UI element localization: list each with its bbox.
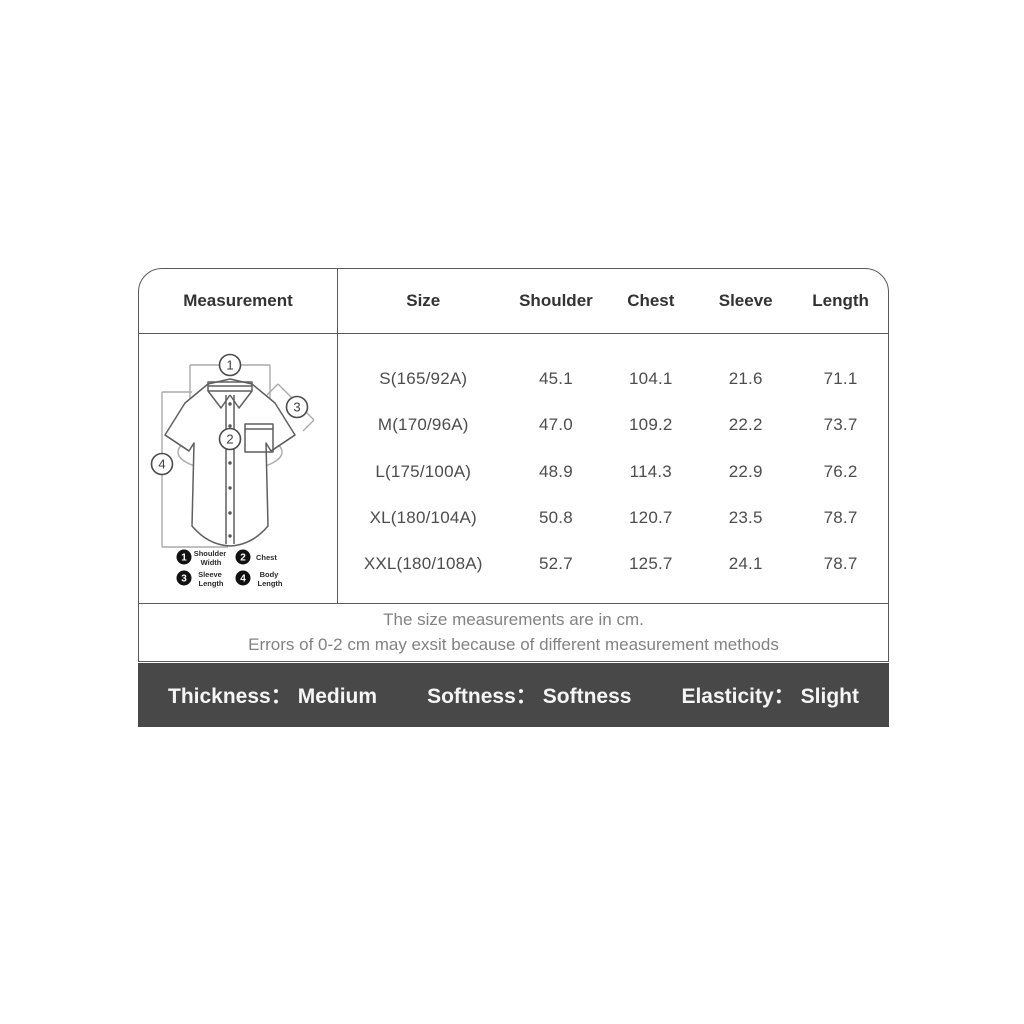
- column-header-size: Size: [406, 291, 441, 310]
- table-row: M(170/96A) 47.0 109.2 22.2 73.7: [338, 402, 888, 448]
- note-line-1: The size measurements are in cm.: [383, 609, 644, 629]
- cell-length: 78.7: [823, 507, 858, 527]
- marker-3-label: 3: [293, 400, 300, 415]
- footer-item-elasticity: Elasticity： Slight: [681, 680, 859, 710]
- cell-size: L(175/100A): [375, 461, 472, 481]
- legend-3-num: 3: [181, 574, 187, 585]
- legend-4-num: 4: [240, 574, 246, 585]
- legend-1-num: 1: [181, 553, 187, 564]
- legend-2-badge: [235, 549, 251, 565]
- cell-length: 78.7: [823, 553, 858, 573]
- cell-chest: 114.3: [629, 461, 672, 481]
- thickness-value: Medium: [297, 685, 378, 708]
- fabric-attributes-bar: Thickness： Medium Softness： Softness Ela…: [138, 663, 889, 727]
- cell-size: XL(180/104A): [369, 507, 477, 527]
- measurement-column: Measurement: [139, 269, 338, 603]
- cell-sleeve: 23.5: [728, 507, 763, 527]
- cell-shoulder: 45.1: [538, 369, 573, 389]
- cell-size: M(170/96A): [377, 415, 469, 435]
- shirt-illustration: 1 2 3 4 1 Shou: [150, 353, 315, 588]
- marker-1-badge: [218, 353, 242, 377]
- softness-label: Softness：: [427, 685, 537, 708]
- cell-size: XXL(180/108A): [363, 553, 483, 573]
- table-grid: Measurement: [139, 269, 888, 603]
- cell-chest: 125.7: [629, 553, 673, 573]
- legend-3-badge: [176, 570, 192, 586]
- cell-shoulder: 50.8: [538, 507, 573, 527]
- cell-sleeve: 22.2: [728, 415, 763, 435]
- table-row: L(175/100A) 48.9 114.3 22.9 76.2: [338, 448, 888, 494]
- softness-value: Softness: [542, 685, 632, 708]
- footer-item-thickness: Thickness： Medium: [168, 680, 377, 710]
- sizes-column-area: Size Shoulder Chest Sleeve Length S(165/…: [338, 269, 888, 603]
- legend-3-label: Sleeve Length: [198, 570, 224, 588]
- legend-1-label: Shoulder Width: [194, 549, 229, 567]
- cell-length: 76.2: [823, 461, 858, 481]
- cell-chest: 104.1: [629, 369, 673, 389]
- measurement-markers: 1 2 3 4: [150, 353, 309, 476]
- table-row: S(165/92A) 45.1 104.1 21.6 71.1: [338, 356, 888, 402]
- cell-chest: 120.7: [629, 507, 673, 527]
- cell-size: S(165/92A): [379, 369, 468, 389]
- footer-item-softness: Softness： Softness: [427, 680, 631, 710]
- diagram-legend: 1 Shoulder Width 2 Chest 3 Sleeve: [176, 549, 283, 588]
- cell-shoulder: 48.9: [538, 461, 573, 481]
- column-headers-row: Size Shoulder Chest Sleeve Length: [338, 269, 888, 334]
- thickness-label: Thickness：: [168, 685, 292, 708]
- marker-4-badge: [150, 452, 174, 476]
- elasticity-value: Slight: [800, 685, 859, 708]
- shirt-diagram-cell: 1 2 3 4 1 Shou: [139, 334, 337, 603]
- note-line-2: Errors of 0-2 cm may exsit because of di…: [248, 634, 779, 654]
- table-row: XXL(180/108A) 52.7 125.7 24.1 78.7: [338, 541, 888, 587]
- cell-sleeve: 24.1: [728, 553, 763, 573]
- measurement-header: Measurement: [139, 269, 337, 334]
- marker-2-label: 2: [226, 432, 233, 447]
- cell-chest: 109.2: [629, 415, 673, 435]
- shirt-buttons: [228, 402, 232, 538]
- size-chart-table: Measurement: [138, 268, 889, 662]
- legend-4-label: Body Length: [258, 570, 283, 588]
- elasticity-label: Elasticity：: [681, 685, 795, 708]
- marker-4-label: 4: [158, 457, 165, 472]
- marker-2-badge: [218, 427, 242, 451]
- cell-length: 73.7: [823, 415, 858, 435]
- table-body: S(165/92A) 45.1 104.1 21.6 71.1 M(170/96…: [338, 334, 888, 603]
- cell-shoulder: 47.0: [538, 415, 573, 435]
- column-header-sleeve: Sleeve: [718, 291, 773, 310]
- legend-2-num: 2: [240, 553, 246, 564]
- cell-length: 71.1: [823, 369, 858, 389]
- column-header-chest: Chest: [627, 291, 675, 310]
- cell-shoulder: 52.7: [538, 553, 573, 573]
- marker-3-badge: [285, 395, 309, 419]
- column-header-shoulder: Shoulder: [519, 291, 593, 310]
- cell-sleeve: 22.9: [728, 461, 763, 481]
- notes-section: The size measurements are in cm. Errors …: [139, 603, 888, 661]
- cell-sleeve: 21.6: [728, 369, 763, 389]
- legend-4-badge: [235, 570, 251, 586]
- column-header-length: Length: [812, 291, 869, 310]
- legend-2-label: Chest: [256, 553, 277, 562]
- legend-1-badge: [176, 549, 192, 565]
- marker-1-label: 1: [226, 358, 233, 373]
- table-row: XL(180/104A) 50.8 120.7 23.5 78.7: [338, 495, 888, 541]
